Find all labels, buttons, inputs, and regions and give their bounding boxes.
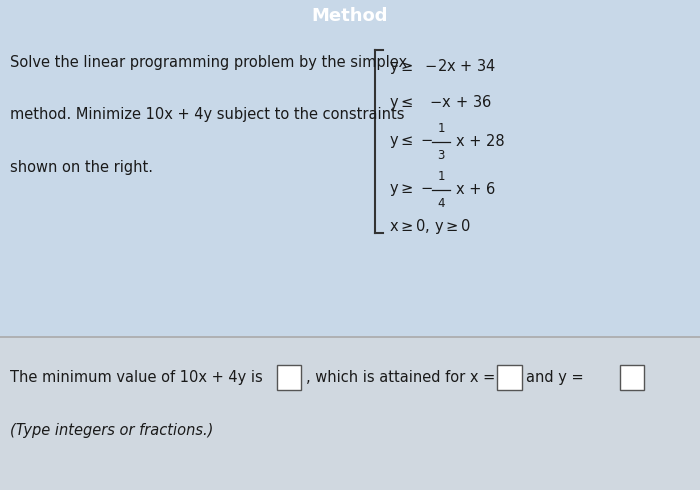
Text: y$\leq$   $-$x + 36: y$\leq$ $-$x + 36 — [389, 94, 491, 112]
Text: , which is attained for x =: , which is attained for x = — [306, 370, 495, 385]
Text: 1: 1 — [438, 170, 444, 183]
Text: method. Minimize 10x + 4y subject to the constraints: method. Minimize 10x + 4y subject to the… — [10, 107, 405, 122]
FancyBboxPatch shape — [620, 365, 644, 391]
Text: y$\geq$ $-$: y$\geq$ $-$ — [389, 182, 433, 198]
Text: 1: 1 — [438, 122, 444, 135]
Text: shown on the right.: shown on the right. — [10, 160, 153, 175]
FancyBboxPatch shape — [497, 365, 522, 391]
Text: The minimum value of 10x + 4y is: The minimum value of 10x + 4y is — [10, 370, 263, 385]
Text: y$\leq$ $-$: y$\leq$ $-$ — [389, 134, 433, 150]
Text: (Type integers or fractions.): (Type integers or fractions.) — [10, 423, 214, 438]
Text: y$\geq$  $-$2x + 34: y$\geq$ $-$2x + 34 — [389, 57, 496, 76]
Text: x + 6: x + 6 — [456, 182, 495, 197]
Text: Solve the linear programming problem by the simplex: Solve the linear programming problem by … — [10, 55, 407, 70]
Text: x + 28: x + 28 — [456, 134, 504, 149]
FancyBboxPatch shape — [276, 365, 301, 391]
Bar — [0, 337, 700, 490]
Text: and y =: and y = — [526, 370, 584, 385]
Text: x$\geq$0, y$\geq$0: x$\geq$0, y$\geq$0 — [389, 217, 470, 236]
Text: Method: Method — [312, 7, 388, 25]
Text: 4: 4 — [438, 197, 444, 210]
Text: 3: 3 — [438, 149, 444, 162]
